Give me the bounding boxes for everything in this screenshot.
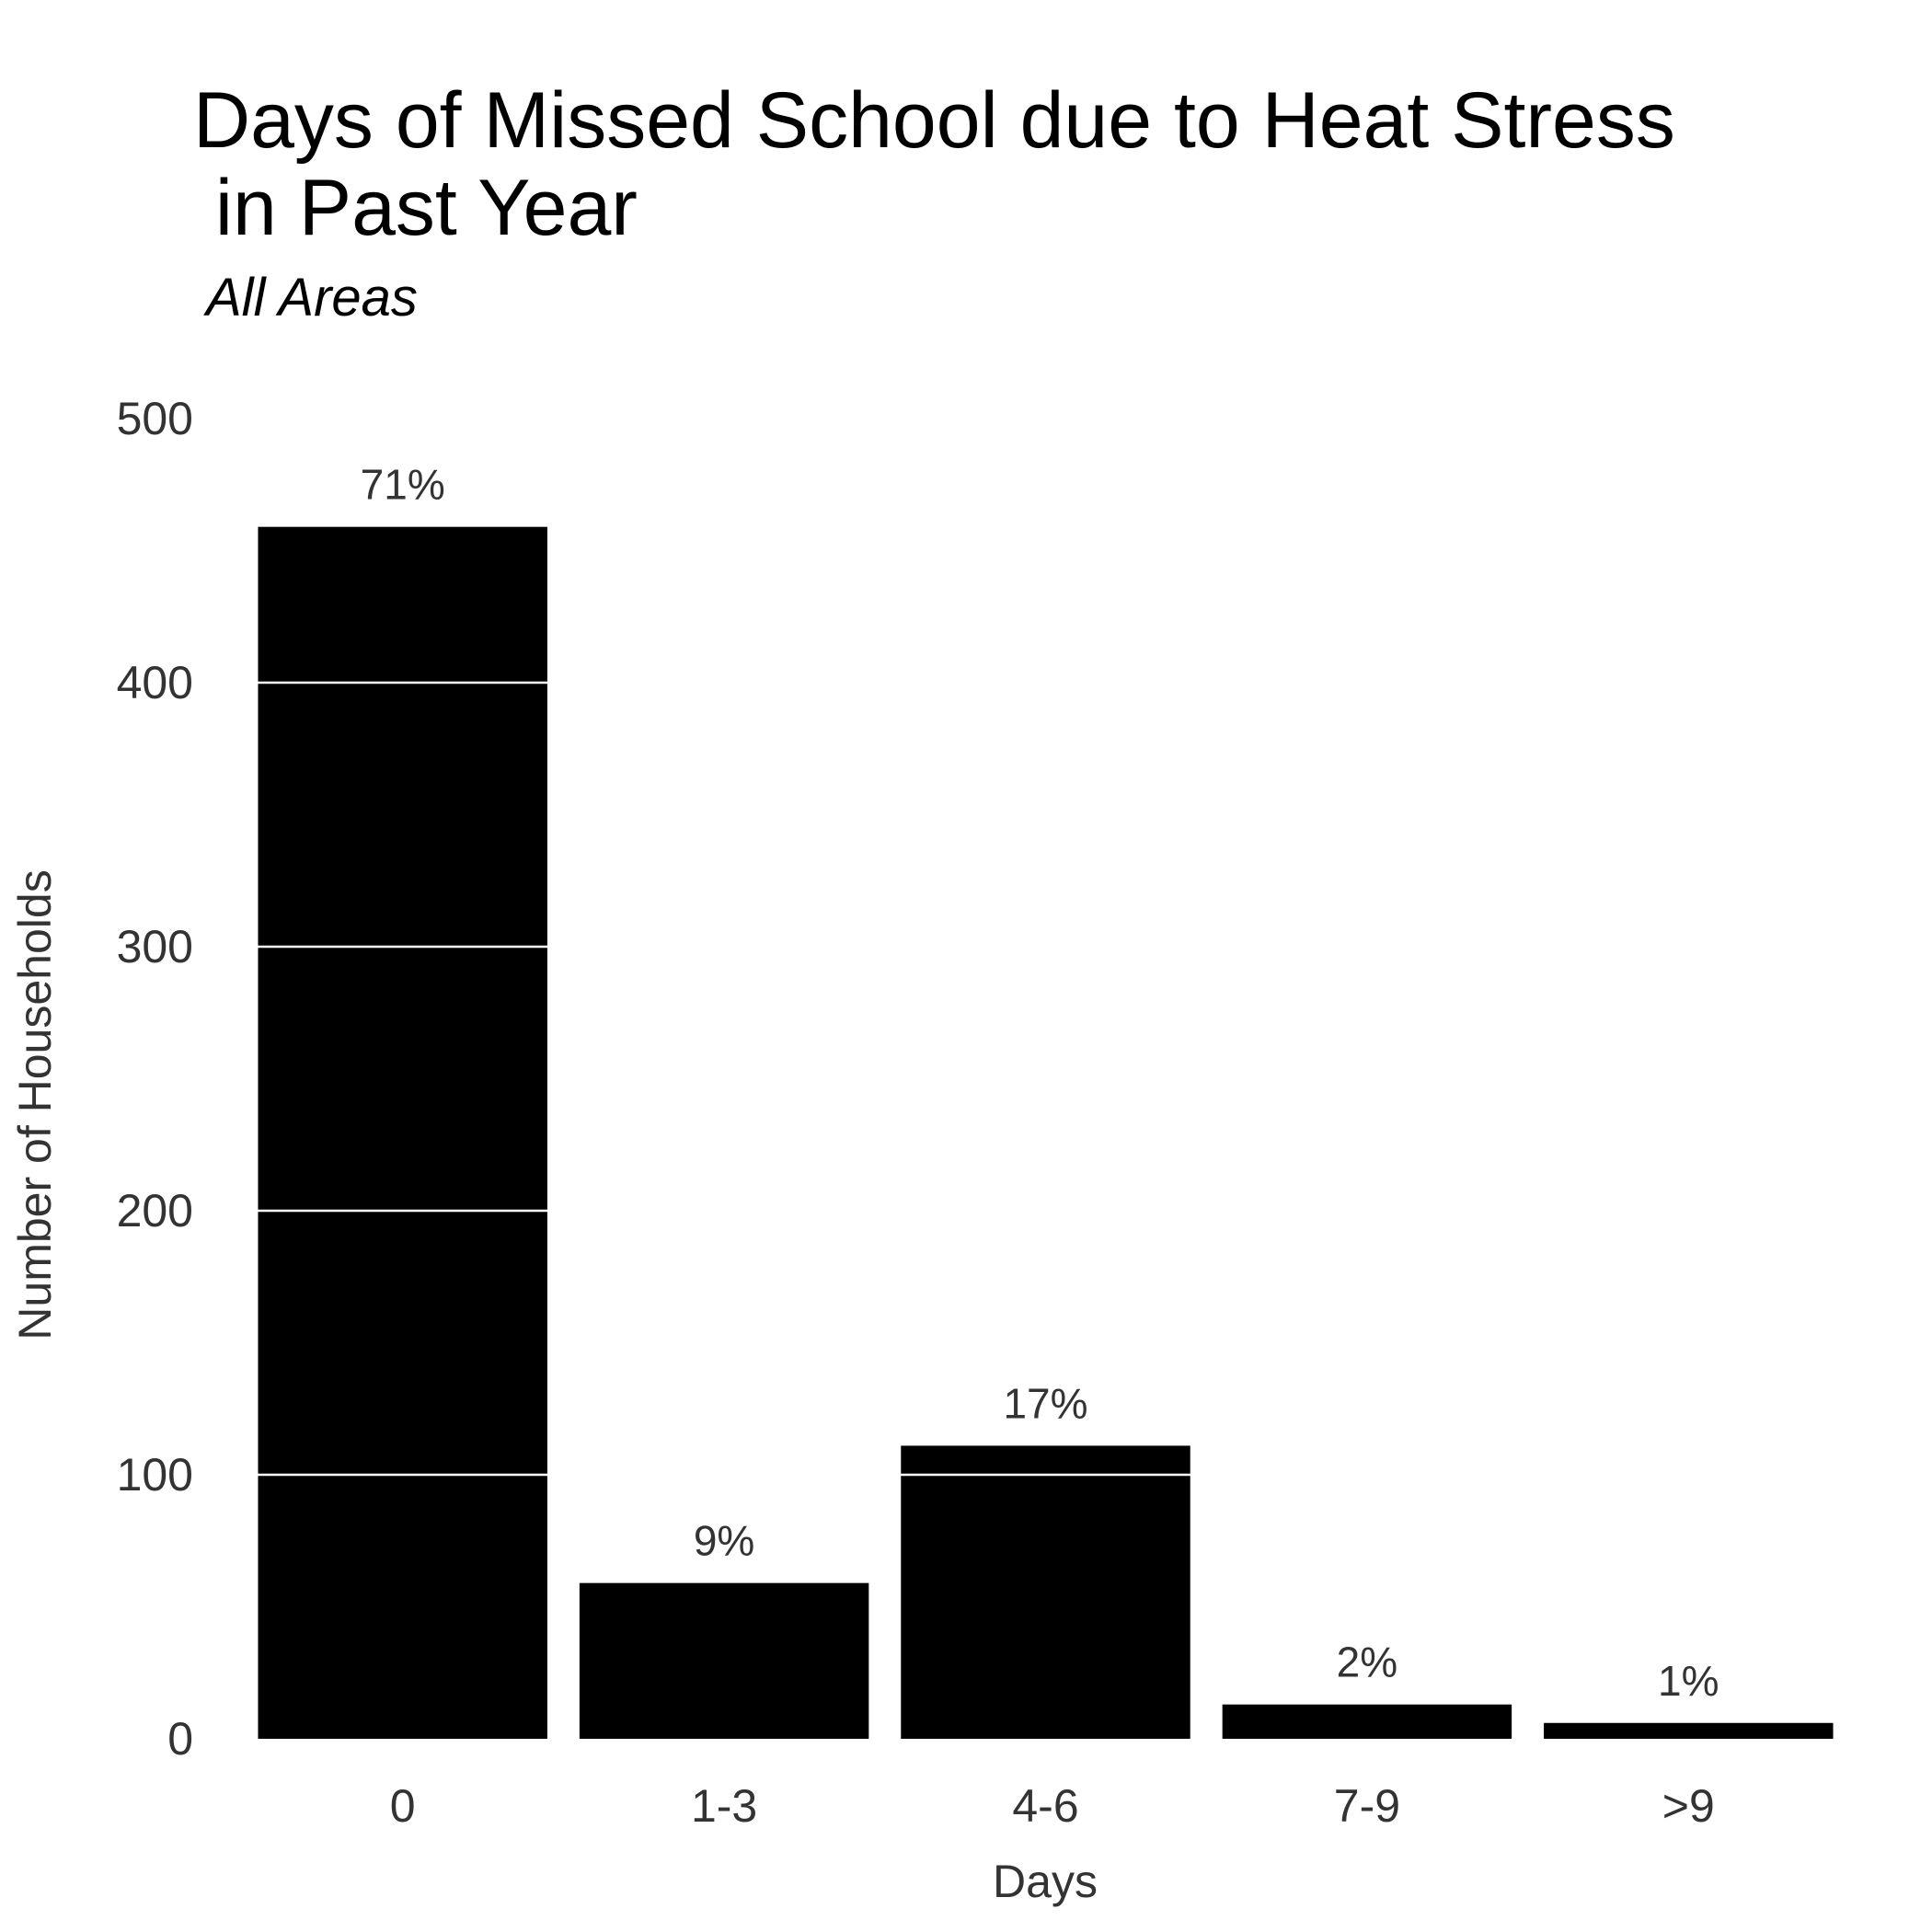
y-tick-label: 500 (117, 393, 193, 444)
x-tick-label: 1-3 (691, 1780, 757, 1832)
x-axis-ticks: 0 1-3 4-6 7-9 >9 (390, 1780, 1715, 1832)
gridlines-over-bars (242, 417, 1849, 1477)
bar-label: 17% (1003, 1379, 1087, 1427)
x-tick-label: 7-9 (1334, 1780, 1400, 1832)
y-axis-title: Number of Households (9, 869, 61, 1340)
bar-labels: 71% 9% 17% 2% 1% (361, 461, 1719, 1705)
x-tick-label: 0 (390, 1780, 416, 1832)
bar-label: 1% (1658, 1657, 1719, 1705)
bar->9 (1544, 1722, 1834, 1739)
y-tick-label: 0 (167, 1713, 193, 1765)
chart-title: Days of Missed School due to Heat Stress… (193, 76, 1675, 252)
bar-label: 71% (361, 461, 445, 509)
bar-4-6 (901, 1445, 1190, 1739)
bar-0 (258, 526, 547, 1740)
bars (258, 526, 1834, 1740)
bar-label: 9% (694, 1517, 754, 1565)
y-axis-ticks: 0 100 200 300 400 500 (117, 393, 193, 1765)
bar-label: 2% (1337, 1639, 1397, 1686)
y-tick-label: 300 (117, 921, 193, 972)
y-tick-label: 200 (117, 1185, 193, 1236)
x-tick-label: >9 (1662, 1780, 1715, 1832)
chart-subtitle: All Areas (203, 268, 418, 328)
chart-title-line-1: Days of Missed School due to Heat Stress (193, 76, 1675, 165)
x-axis-title: Days (993, 1856, 1098, 1907)
y-tick-label: 100 (117, 1449, 193, 1501)
bar-7-9 (1222, 1704, 1512, 1739)
bar-1-3 (579, 1582, 869, 1739)
x-tick-label: 4-6 (1012, 1780, 1078, 1832)
y-tick-label: 400 (117, 657, 193, 708)
chart-title-line-2: in Past Year (193, 164, 638, 252)
